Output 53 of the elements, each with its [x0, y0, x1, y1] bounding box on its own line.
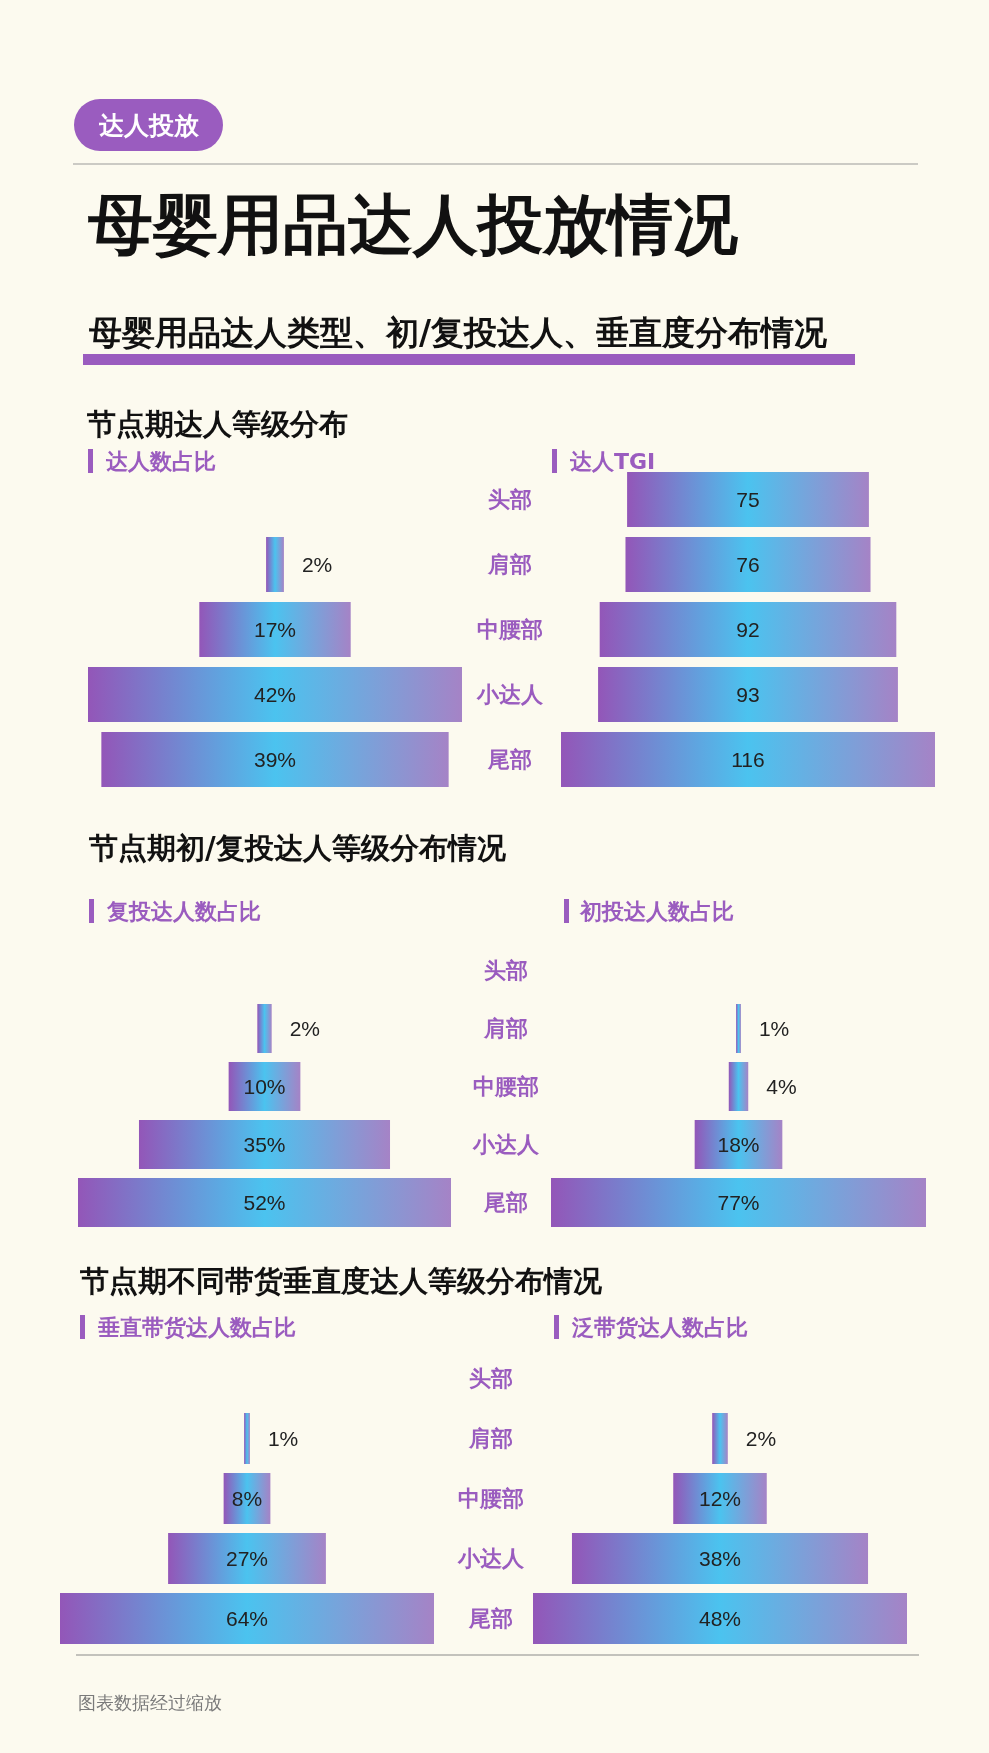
data-label: 38%: [698, 1547, 742, 1570]
category-label: 肩部: [483, 1016, 528, 1041]
category-label: 尾部: [483, 1190, 528, 1215]
text: 节点期初/复投达人等级分布情况: [88, 831, 507, 865]
data-label: 64%: [225, 1607, 269, 1630]
data-label: 77%: [717, 1191, 760, 1214]
data-label: 52%: [243, 1191, 286, 1214]
data-label: 35%: [243, 1133, 286, 1156]
category-label: 小达人: [476, 682, 544, 707]
data-label: 116: [731, 748, 765, 771]
data-label: 48%: [698, 1607, 742, 1630]
text: 节点期达人等级分布: [86, 407, 348, 441]
text: 图表数据经过缩放: [78, 1691, 222, 1713]
text: 复投达人数占比: [106, 898, 261, 924]
text: 母婴用品达人投放情况: [87, 186, 738, 262]
category-label: 头部: [488, 487, 532, 512]
data-label: 8%: [231, 1487, 263, 1510]
data-label: 27%: [225, 1547, 269, 1570]
data-label: 75: [736, 488, 760, 511]
category-label: 中腰部: [473, 1074, 539, 1099]
text: 达人数占比: [105, 448, 216, 474]
category-label: 小达人: [472, 1132, 540, 1157]
data-label: 12%: [698, 1487, 742, 1510]
category-label: 小达人: [457, 1546, 525, 1571]
data-label: 10%: [243, 1075, 286, 1098]
category-label: 肩部: [487, 552, 532, 577]
text: 初投达人数占比: [579, 898, 734, 924]
data-label: 2%: [301, 553, 333, 576]
data-label: 2%: [289, 1017, 321, 1040]
text: 节点期不同带货垂直度达人等级分布情况: [79, 1264, 603, 1298]
text: 泛带货达人数占比: [571, 1314, 748, 1340]
category-label: 肩部: [468, 1426, 513, 1451]
data-label: 39%: [253, 748, 297, 771]
data-label: 42%: [253, 683, 297, 706]
category-label: 尾部: [487, 747, 532, 772]
category-label: 头部: [484, 958, 528, 983]
data-label: 18%: [717, 1133, 760, 1156]
text: 垂直带货达人数占比: [97, 1314, 296, 1340]
category-label: 头部: [469, 1366, 513, 1391]
text: 母婴用品达人类型、初/复投达人、垂直度分布情况: [88, 312, 829, 352]
data-label: 92: [736, 618, 760, 641]
data-label: 2%: [745, 1427, 777, 1450]
data-label: 4%: [766, 1075, 797, 1098]
text: 达人投放: [97, 110, 200, 140]
data-label: 1%: [267, 1427, 299, 1450]
data-label: 17%: [253, 618, 297, 641]
data-label: 1%: [758, 1017, 790, 1040]
category-label: 中腰部: [458, 1486, 524, 1511]
category-label: 中腰部: [477, 617, 543, 642]
data-label: 93: [736, 683, 760, 706]
data-label: 76: [736, 553, 760, 576]
category-label: 尾部: [468, 1606, 513, 1631]
text: 达人TGI: [569, 448, 656, 474]
